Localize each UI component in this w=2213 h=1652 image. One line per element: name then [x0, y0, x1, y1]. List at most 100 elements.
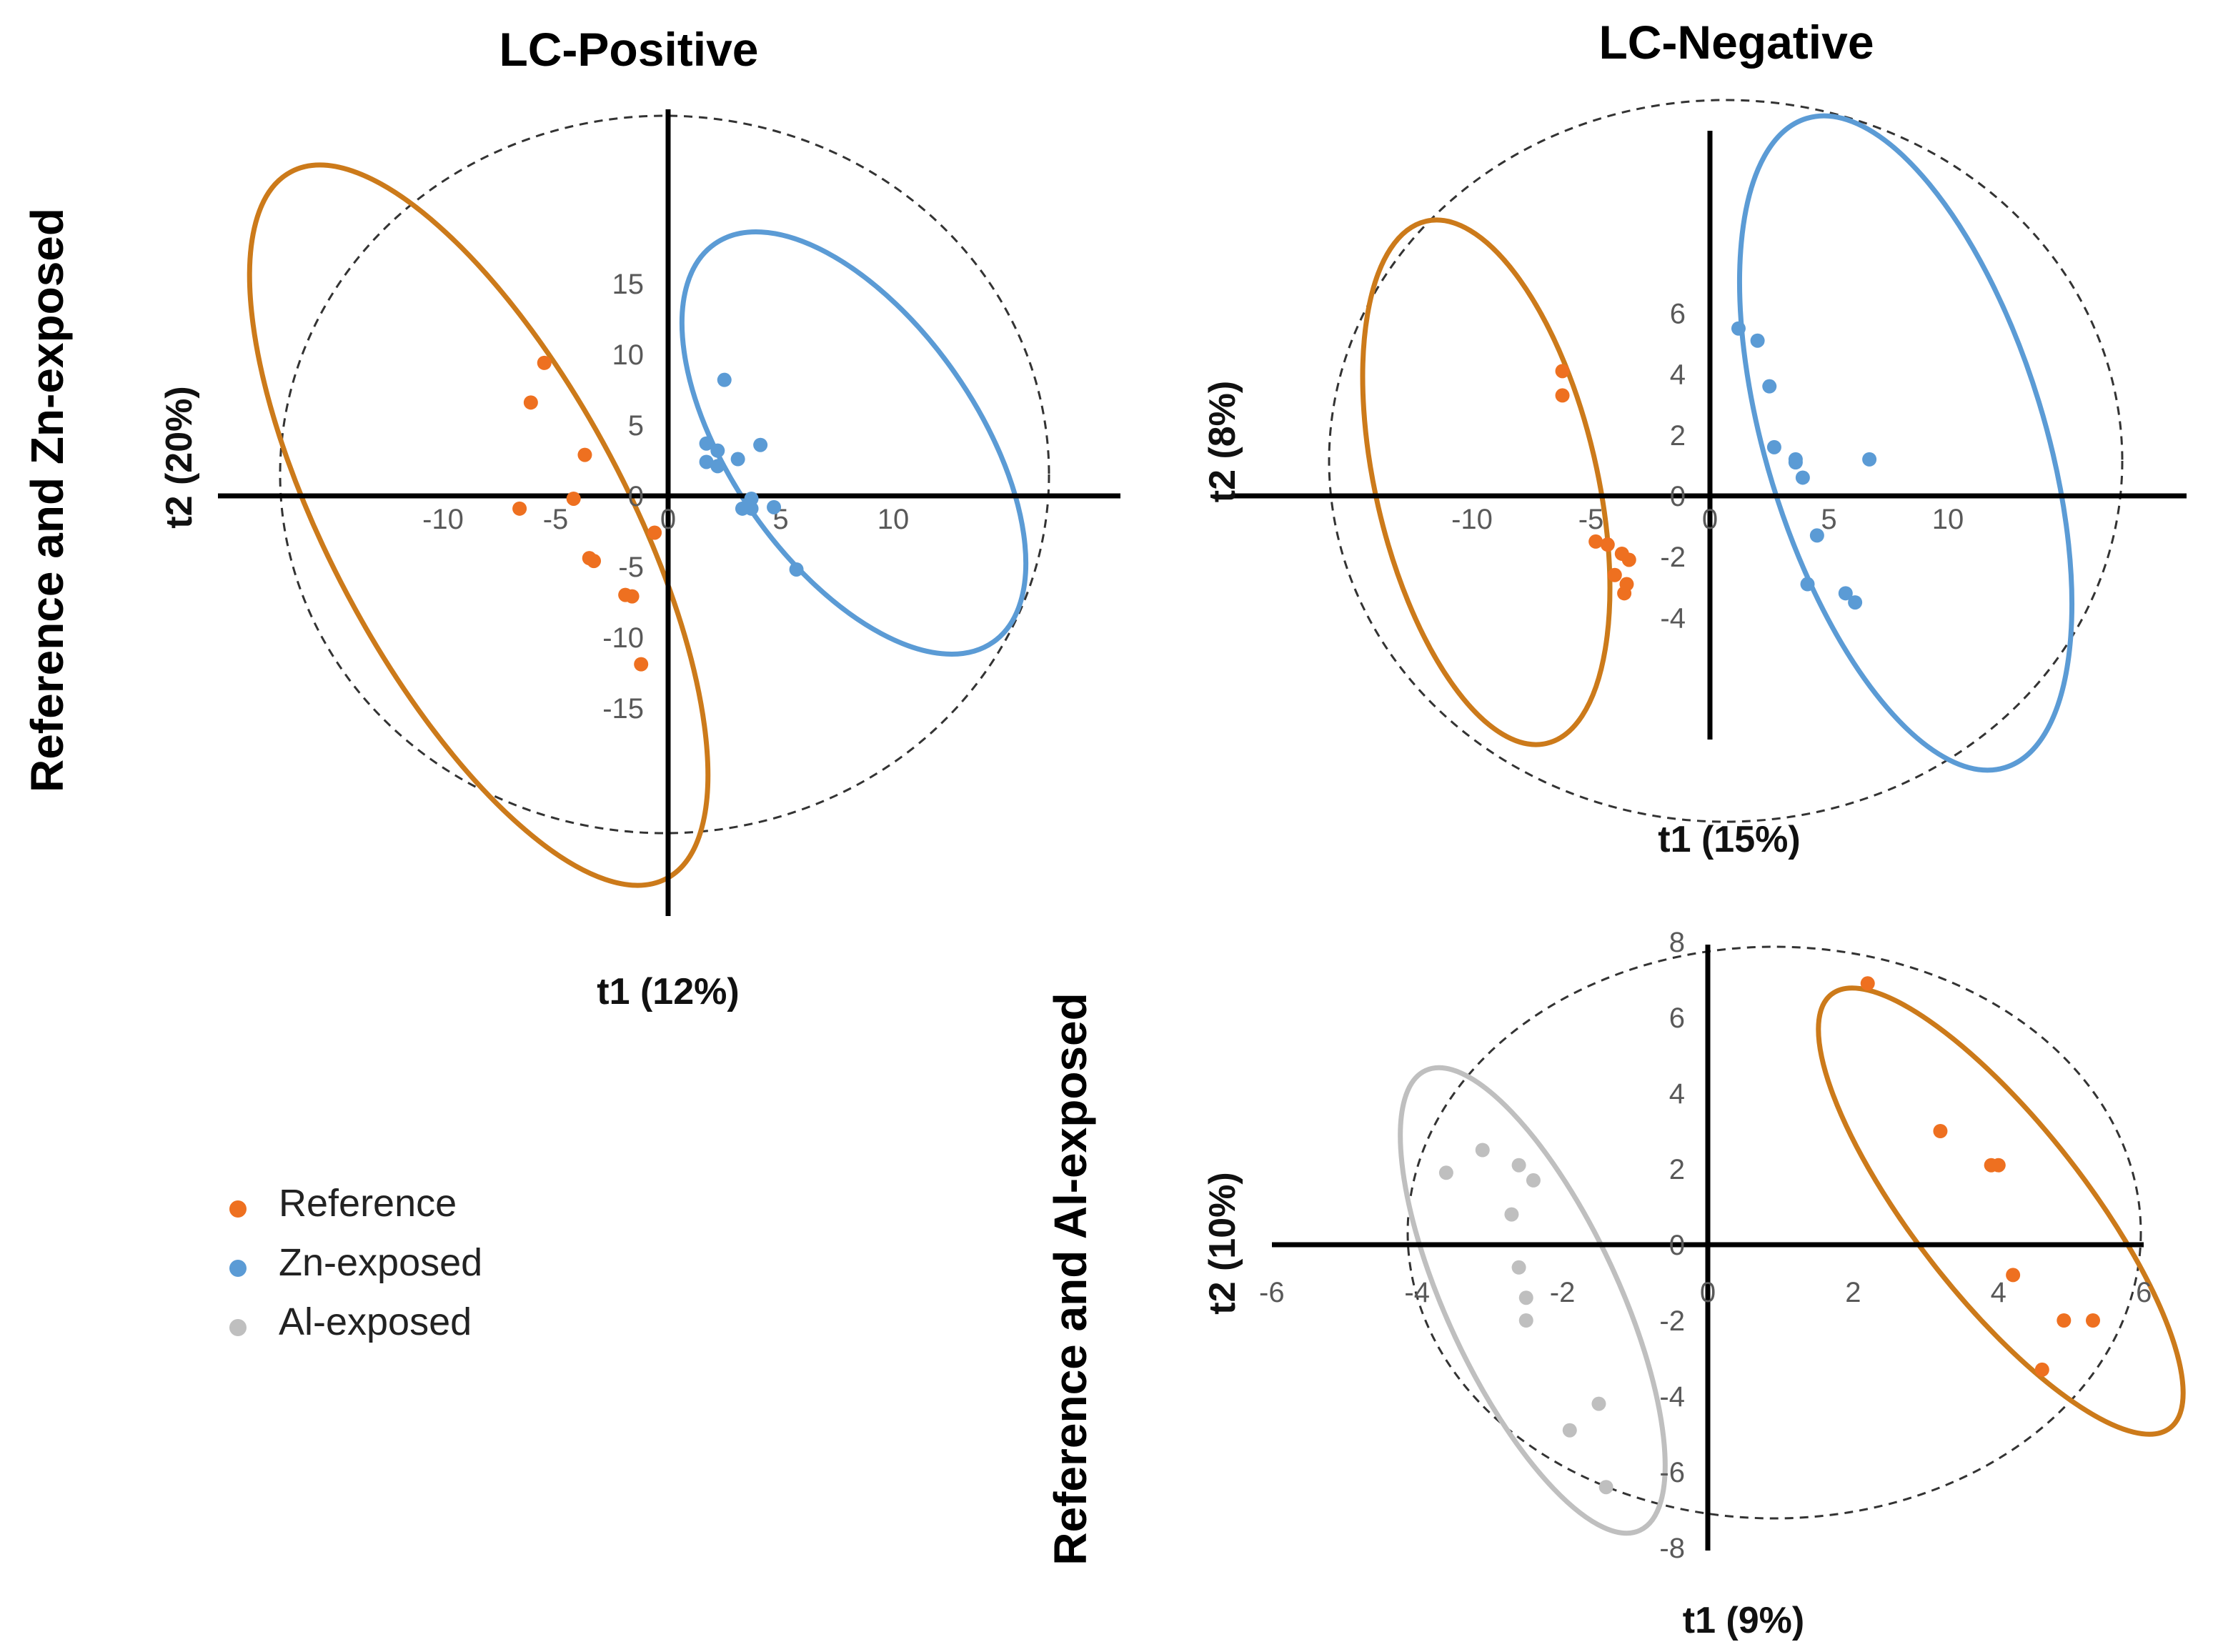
point-al-exposed: [1526, 1173, 1541, 1188]
hotelling-ellipse: [1328, 99, 2124, 823]
x-tick-label: 5: [1821, 504, 1836, 535]
point-al-exposed: [1511, 1260, 1526, 1275]
x-tick-labels: -6 -4 -2 0 2 4 6: [1259, 1277, 2152, 1308]
y-tick-label: -8: [1659, 1533, 1685, 1564]
point-reference: [1621, 552, 1636, 567]
legend-label: Al-exposed: [279, 1300, 472, 1343]
point-zn-exposed: [699, 436, 714, 451]
y-tick-label: -4: [1659, 1381, 1685, 1413]
legend-label: Zn-exposed: [279, 1241, 482, 1284]
x-tick-label: 2: [1845, 1277, 1861, 1308]
x-tick-label: 4: [1991, 1277, 2006, 1308]
point-zn-exposed: [1809, 528, 1824, 543]
y-axis-title: t2 (10%): [1202, 1172, 1243, 1314]
legend-marker: [229, 1200, 247, 1218]
point-reference: [1588, 534, 1603, 549]
y-tick-labels: -4 -2 0 2 4 6: [1660, 298, 1686, 634]
y-tick-label: 5: [628, 410, 644, 442]
y-axis-title: t2 (8%): [1202, 381, 1243, 502]
point-reference: [523, 395, 538, 410]
reference-group-ellipse: [1816, 985, 2186, 1437]
y-tick-labels: -8 -6 -4 -2 0 2 4 6 8: [1659, 927, 1685, 1564]
point-al-exposed: [1518, 1290, 1533, 1305]
point-reference: [1555, 364, 1570, 379]
y-tick-label: -4: [1660, 602, 1686, 634]
panel-reference-al: -6 -4 -2 0 2 4 6 -8 -6 -4 -2 0 2 4 6 8 t1 (9%) t2 (10%…: [1202, 927, 2186, 1641]
point-zn-exposed: [1838, 586, 1853, 601]
x-tick-label: 6: [2136, 1277, 2152, 1308]
y-tick-label: -15: [602, 693, 644, 725]
data-points: [1438, 976, 2101, 1495]
point-al-exposed: [1598, 1480, 1613, 1495]
x-tick-label: -5: [543, 504, 569, 535]
point-zn-exposed: [710, 459, 725, 474]
point-zn-exposed: [744, 491, 759, 506]
legend-item-zn-exposed: Zn-exposed: [229, 1241, 482, 1284]
point-reference: [1860, 976, 1875, 991]
y-tick-label: 15: [612, 269, 645, 300]
x-tick-label: -2: [1550, 1277, 1576, 1308]
legend-item-reference: Reference: [229, 1182, 457, 1225]
point-al-exposed: [1562, 1423, 1577, 1438]
point-reference: [625, 589, 640, 604]
y-tick-label: 6: [1670, 298, 1686, 329]
x-axis-title: t1 (9%): [1683, 1600, 1804, 1641]
hotelling-ellipse: [1406, 945, 2142, 1520]
y-tick-label: -5: [618, 552, 644, 583]
y-tick-label: 8: [1669, 927, 1685, 958]
point-al-exposed: [1591, 1396, 1606, 1411]
al-group-ellipse: [1398, 1065, 1668, 1536]
point-al-exposed: [1518, 1313, 1533, 1328]
panel-title: LC-Positive: [499, 23, 758, 76]
x-axis-title: t1 (12%): [597, 971, 739, 1012]
hotelling-ellipse: [279, 114, 1050, 835]
x-tick-label: 0: [1700, 1277, 1716, 1308]
row-label-top: Reference and Zn-exposed: [21, 208, 73, 792]
point-al-exposed: [1475, 1143, 1490, 1158]
point-reference: [1600, 537, 1615, 552]
point-al-exposed: [1504, 1207, 1519, 1222]
y-tick-label: 0: [1670, 481, 1686, 512]
y-tick-label: 0: [628, 481, 644, 512]
point-zn-exposed: [789, 562, 804, 577]
point-zn-exposed: [710, 443, 725, 458]
legend-label: Reference: [279, 1182, 457, 1225]
panel-title: LC-Negative: [1598, 16, 1874, 69]
point-reference: [1933, 1124, 1948, 1138]
y-tick-label: 0: [1669, 1230, 1685, 1261]
point-reference: [512, 501, 527, 516]
y-tick-label: -6: [1659, 1457, 1685, 1488]
point-reference: [577, 447, 592, 462]
point-zn-exposed: [1766, 439, 1781, 454]
legend: Reference Zn-exposed Al-exposed: [229, 1182, 482, 1343]
legend-item-al-exposed: Al-exposed: [229, 1300, 472, 1343]
zn-group-ellipse: [1736, 113, 2075, 773]
y-tick-label: -10: [602, 622, 644, 654]
point-zn-exposed: [1862, 452, 1877, 467]
y-tick-label: 4: [1670, 359, 1686, 391]
point-zn-exposed: [1848, 595, 1863, 610]
x-tick-label: 10: [1932, 504, 1964, 535]
point-reference: [1617, 586, 1632, 601]
reference-group-ellipse: [1360, 217, 1613, 747]
point-zn-exposed: [1731, 321, 1746, 336]
reference-group-ellipse: [247, 162, 711, 888]
y-tick-labels: -15 -10 -5 0 5 10 15: [602, 269, 644, 725]
point-zn-exposed: [1788, 455, 1803, 470]
point-al-exposed: [1511, 1158, 1526, 1173]
y-tick-label: 10: [612, 339, 645, 371]
data-points: [1555, 321, 1877, 610]
panel-lc-positive: -10 -5 0 5 10 -15 -10 -5 0 5 10 15 LC-Positive t1 …: [159, 23, 1120, 1012]
y-axis-title: t2 (20%): [159, 386, 200, 528]
x-tick-label: 0: [660, 504, 676, 535]
point-zn-exposed: [767, 499, 782, 514]
point-zn-exposed: [1750, 333, 1765, 348]
point-reference: [2034, 1362, 2049, 1377]
x-tick-label: -10: [422, 504, 464, 535]
point-reference: [2006, 1268, 2021, 1283]
x-axis-title: t1 (15%): [1658, 819, 1800, 860]
point-reference: [1607, 567, 1622, 582]
x-tick-label: -5: [1578, 504, 1604, 535]
